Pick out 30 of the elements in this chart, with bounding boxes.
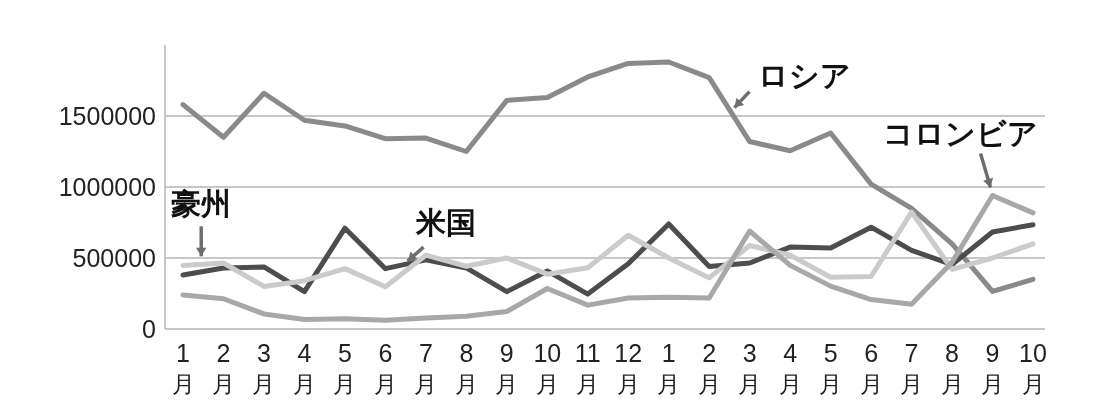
x-tick-label: 11月 [574, 339, 601, 397]
x-tick-label: 10月 [533, 339, 562, 397]
series-label: 豪州 [171, 187, 232, 221]
x-tick-label: 4月 [778, 339, 802, 397]
x-tick-label: 12月 [614, 339, 643, 397]
series-label: 米国 [414, 206, 476, 240]
y-tick-label: 0 [142, 315, 156, 343]
x-tick-label: 3月 [252, 339, 276, 397]
x-tick-label: 2月 [211, 339, 235, 397]
x-tick-label: 8月 [940, 339, 964, 397]
x-tick-label: 9月 [495, 339, 519, 397]
x-tick-label: 9月 [981, 339, 1005, 397]
series-label: ロシア [757, 58, 851, 92]
x-tick-label: 4月 [292, 339, 316, 397]
x-tick-label: 10月 [1019, 339, 1047, 397]
x-tick-label: 5月 [333, 339, 357, 397]
x-tick-label: 7月 [414, 339, 438, 397]
x-tick-label: 5月 [819, 339, 843, 397]
y-tick-label: 1500000 [58, 102, 156, 130]
x-tick-label: 3月 [738, 339, 762, 397]
x-tick-label: 7月 [900, 339, 924, 397]
x-tick-label: 1月 [171, 339, 195, 397]
x-tick-label: 8月 [454, 339, 478, 397]
x-tick-label: 6月 [373, 339, 397, 397]
y-tick-label: 500000 [72, 244, 156, 272]
x-tick-label: 6月 [859, 339, 883, 397]
x-tick-label: 2月 [697, 339, 721, 397]
x-tick-label: 1月 [657, 339, 681, 397]
text: コロンビア [883, 116, 1039, 150]
y-tick-label: 1000000 [58, 173, 156, 201]
